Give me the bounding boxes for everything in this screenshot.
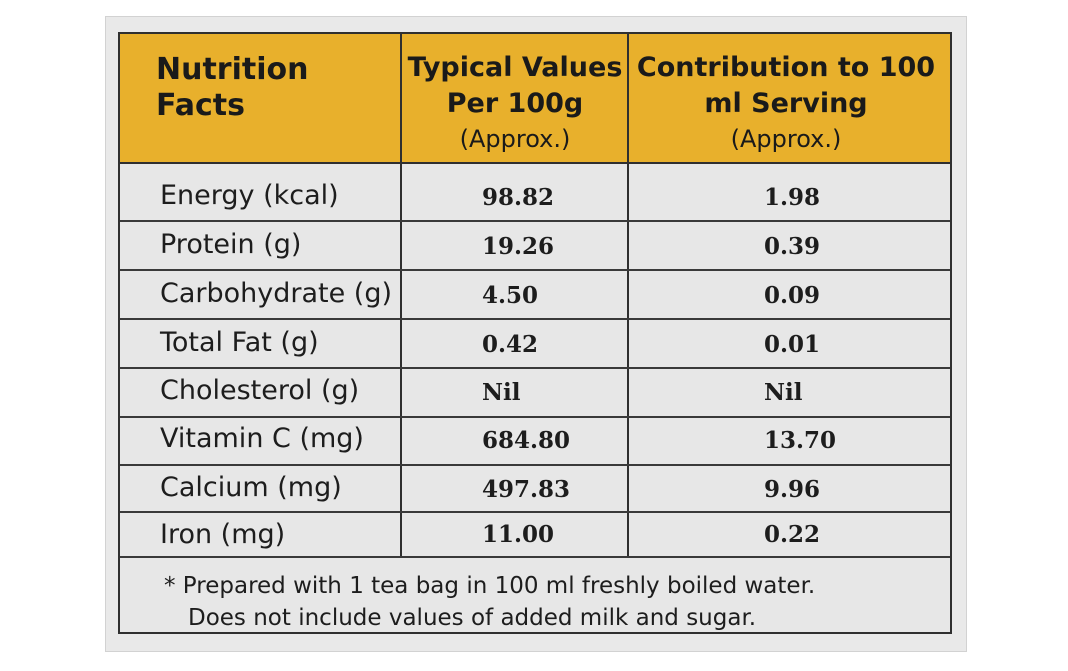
serving-value: Nil	[764, 379, 803, 406]
nutrient-label: Energy (kcal)	[160, 180, 339, 211]
serving-value: 9.96	[764, 476, 821, 503]
nutrient-label: Iron (mg)	[160, 519, 286, 550]
serving-value: 0.01	[764, 331, 821, 358]
per-100g-value: 98.82	[482, 184, 555, 211]
serving-value: 0.39	[764, 233, 821, 260]
column-note-serving: (Approx.)	[730, 125, 842, 153]
nutrition-facts-heading: Nutrition Facts	[156, 52, 309, 123]
column-title-per-100g: Typical Values Per 100g	[407, 52, 623, 119]
column-title-serving: Contribution to 100 ml Serving	[636, 52, 936, 119]
column-header-serving: Contribution to 100 ml Serving (Approx.)	[636, 50, 936, 156]
per-100g-value: Nil	[482, 379, 521, 406]
row-divider	[120, 220, 950, 222]
nutrient-label: Carbohydrate (g)	[160, 278, 393, 309]
row-divider	[120, 269, 950, 271]
nutrient-label: Protein (g)	[160, 229, 302, 260]
column-divider-2	[627, 34, 629, 558]
nutrient-label: Vitamin C (mg)	[160, 423, 364, 454]
footnote-line-1: * Prepared with 1 tea bag in 100 ml fres…	[164, 573, 816, 599]
per-100g-value: 11.00	[482, 521, 555, 548]
serving-value: 13.70	[764, 427, 837, 454]
per-100g-value: 4.50	[482, 282, 539, 309]
row-divider	[120, 416, 950, 418]
row-divider	[120, 367, 950, 369]
column-header-per-100g: Typical Values Per 100g (Approx.)	[402, 50, 628, 156]
footnote-line-2: Does not include values of added milk an…	[188, 605, 757, 631]
row-divider	[120, 511, 950, 513]
serving-value: 1.98	[764, 184, 821, 211]
table-header: Nutrition Facts Typical Values Per 100g …	[120, 34, 950, 164]
nutrient-label: Total Fat (g)	[160, 327, 319, 358]
serving-value: 0.09	[764, 282, 821, 309]
nutrient-label: Cholesterol (g)	[160, 375, 360, 406]
per-100g-value: 684.80	[482, 427, 571, 454]
row-divider	[120, 556, 950, 558]
nutrient-label: Calcium (mg)	[160, 472, 342, 503]
footnote: * Prepared with 1 tea bag in 100 ml fres…	[164, 570, 815, 634]
column-note-per-100g: (Approx.)	[459, 125, 571, 153]
per-100g-value: 497.83	[482, 476, 571, 503]
column-divider-1	[400, 34, 402, 558]
nutrition-table: Nutrition Facts Typical Values Per 100g …	[118, 32, 952, 634]
row-divider	[120, 464, 950, 466]
per-100g-value: 19.26	[482, 233, 555, 260]
per-100g-value: 0.42	[482, 331, 539, 358]
row-divider	[120, 318, 950, 320]
serving-value: 0.22	[764, 521, 821, 548]
